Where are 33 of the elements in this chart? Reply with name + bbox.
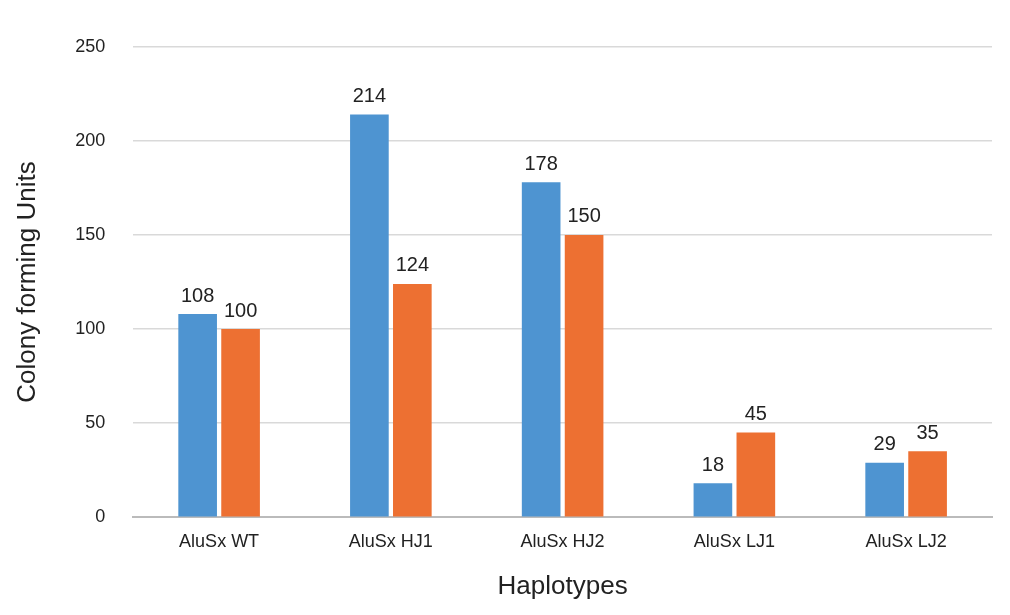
y-tick-label: 100 [75,318,106,339]
data-label: 45 [744,402,767,425]
data-label: 100 [223,298,258,321]
data-label: 35 [916,420,939,443]
bar [521,182,561,517]
bar [564,234,604,517]
x-tick-label: AluSx WT [179,530,260,551]
y-tick-label: 250 [75,35,106,56]
data-label: 108 [180,283,215,306]
bar [350,114,389,517]
y-tick-label: 0 [95,506,106,527]
y-tick-label: 50 [85,412,106,433]
x-tick-label: AluSx HJ2 [520,530,605,551]
bar [221,329,260,517]
x-tick-label: AluSx HJ1 [348,530,433,551]
bar [908,451,947,517]
bar [693,483,733,517]
y-tick-label: 200 [75,129,106,150]
x-axis-title: Haplotypes [497,569,628,600]
bar [736,432,776,517]
y-axis-title: Colony forming Units [10,161,41,403]
data-label: 214 [352,84,387,107]
data-label: 124 [395,253,430,276]
data-label: 150 [567,204,601,227]
x-tick-label: AluSx LJ1 [693,530,775,551]
data-label: 18 [701,452,725,475]
bar [393,283,432,517]
x-tick-label: AluSx LJ2 [865,530,947,551]
y-tick-label: 150 [75,223,106,244]
data-label: 29 [873,432,896,455]
bar [865,462,904,517]
data-label: 178 [524,151,558,174]
bar [178,313,217,517]
